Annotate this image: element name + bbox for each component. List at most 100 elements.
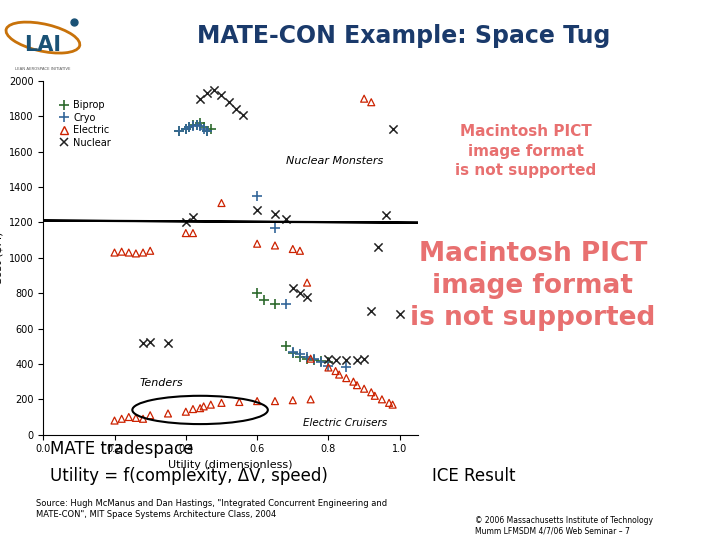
Point [280, 214, 292, 223]
Point [323, 358, 334, 367]
Point [294, 353, 306, 361]
Point [187, 122, 199, 131]
Point [205, 124, 217, 133]
Text: MATE-CON Example: Space Tug: MATE-CON Example: Space Tug [197, 24, 610, 48]
Point [230, 105, 241, 113]
Point [223, 98, 235, 106]
Point [194, 122, 206, 131]
Point [333, 370, 345, 379]
X-axis label: Utility (dimensionless): Utility (dimensionless) [168, 460, 292, 470]
Point [194, 94, 206, 103]
Text: Macintosh PICT
image format
is not supported: Macintosh PICT image format is not suppo… [455, 124, 596, 179]
Point [351, 381, 363, 389]
Point [130, 249, 142, 258]
Point [216, 199, 228, 207]
Point [269, 210, 281, 218]
Point [305, 354, 316, 363]
Point [301, 354, 312, 363]
Point [269, 300, 281, 308]
Point [216, 91, 228, 99]
Text: Utility = f(complexity, ΔV, speed): Utility = f(complexity, ΔV, speed) [50, 467, 328, 485]
Point [341, 363, 352, 372]
Point [187, 121, 199, 130]
Point [308, 354, 320, 363]
Point [180, 124, 192, 133]
Point [123, 248, 135, 257]
Point [287, 349, 299, 357]
Point [205, 400, 217, 409]
Point [184, 123, 195, 131]
Point [202, 89, 213, 98]
Text: Macintosh PICT
image format
is not supported: Macintosh PICT image format is not suppo… [410, 241, 655, 331]
Point [301, 293, 312, 301]
Text: MATE tradespace: MATE tradespace [50, 440, 194, 458]
Point [280, 342, 292, 350]
Point [130, 414, 142, 422]
Point [251, 397, 263, 406]
Point [269, 397, 281, 406]
Y-axis label: Cost ($M): Cost ($M) [0, 231, 4, 285]
Point [287, 284, 299, 292]
Point [216, 399, 228, 407]
Point [198, 123, 210, 131]
Point [366, 307, 377, 315]
Point [323, 354, 334, 363]
Point [138, 248, 149, 257]
Text: LAI: LAI [24, 35, 61, 55]
Point [376, 395, 387, 403]
Point [162, 339, 174, 347]
Point [301, 353, 312, 361]
Point [369, 392, 381, 400]
Point [315, 357, 327, 366]
Point [173, 126, 184, 135]
Point [359, 94, 370, 103]
Point [191, 121, 202, 130]
Point [323, 363, 334, 372]
Point [202, 126, 213, 135]
Point [373, 243, 384, 252]
Point [269, 241, 281, 250]
Point [315, 358, 327, 367]
Point [145, 338, 156, 346]
Point [123, 413, 135, 421]
Point [323, 361, 334, 370]
Point [341, 374, 352, 382]
Text: © 2006 Massachusetts Institute of Technology
Mumm LFMSDM 4/7/06 Web Seminar – 7: © 2006 Massachusetts Institute of Techno… [475, 516, 653, 535]
Point [191, 121, 202, 130]
Point [180, 407, 192, 416]
Point [251, 239, 263, 248]
Point [251, 206, 263, 214]
Point [366, 98, 377, 106]
Point [198, 402, 210, 411]
Point [180, 218, 192, 227]
Point [394, 310, 405, 319]
Point [187, 405, 199, 414]
Point [180, 229, 192, 238]
Text: Nuclear Monsters: Nuclear Monsters [286, 156, 383, 166]
Point [173, 126, 184, 135]
Point [251, 192, 263, 200]
Point [109, 416, 120, 425]
Point [202, 126, 213, 135]
Point [162, 409, 174, 418]
Point [294, 289, 306, 298]
Point [237, 110, 248, 119]
Point [383, 399, 395, 407]
Point [116, 247, 127, 256]
Text: Source: Hugh McManus and Dan Hastings, "Integrated Concurrent Engineering and
MA: Source: Hugh McManus and Dan Hastings, "… [36, 500, 387, 519]
Point [348, 377, 359, 386]
Point [341, 355, 352, 364]
Point [233, 397, 245, 406]
Point [138, 339, 149, 347]
Legend: Biprop, Cryo, Electric, Nuclear: Biprop, Cryo, Electric, Nuclear [55, 97, 114, 152]
Point [116, 415, 127, 423]
Point [138, 415, 149, 423]
Point [287, 396, 299, 404]
Point [280, 300, 292, 308]
Point [269, 224, 281, 232]
Point [287, 347, 299, 356]
Point [308, 356, 320, 364]
Point [294, 246, 306, 255]
Point [330, 356, 341, 364]
Point [330, 367, 341, 375]
